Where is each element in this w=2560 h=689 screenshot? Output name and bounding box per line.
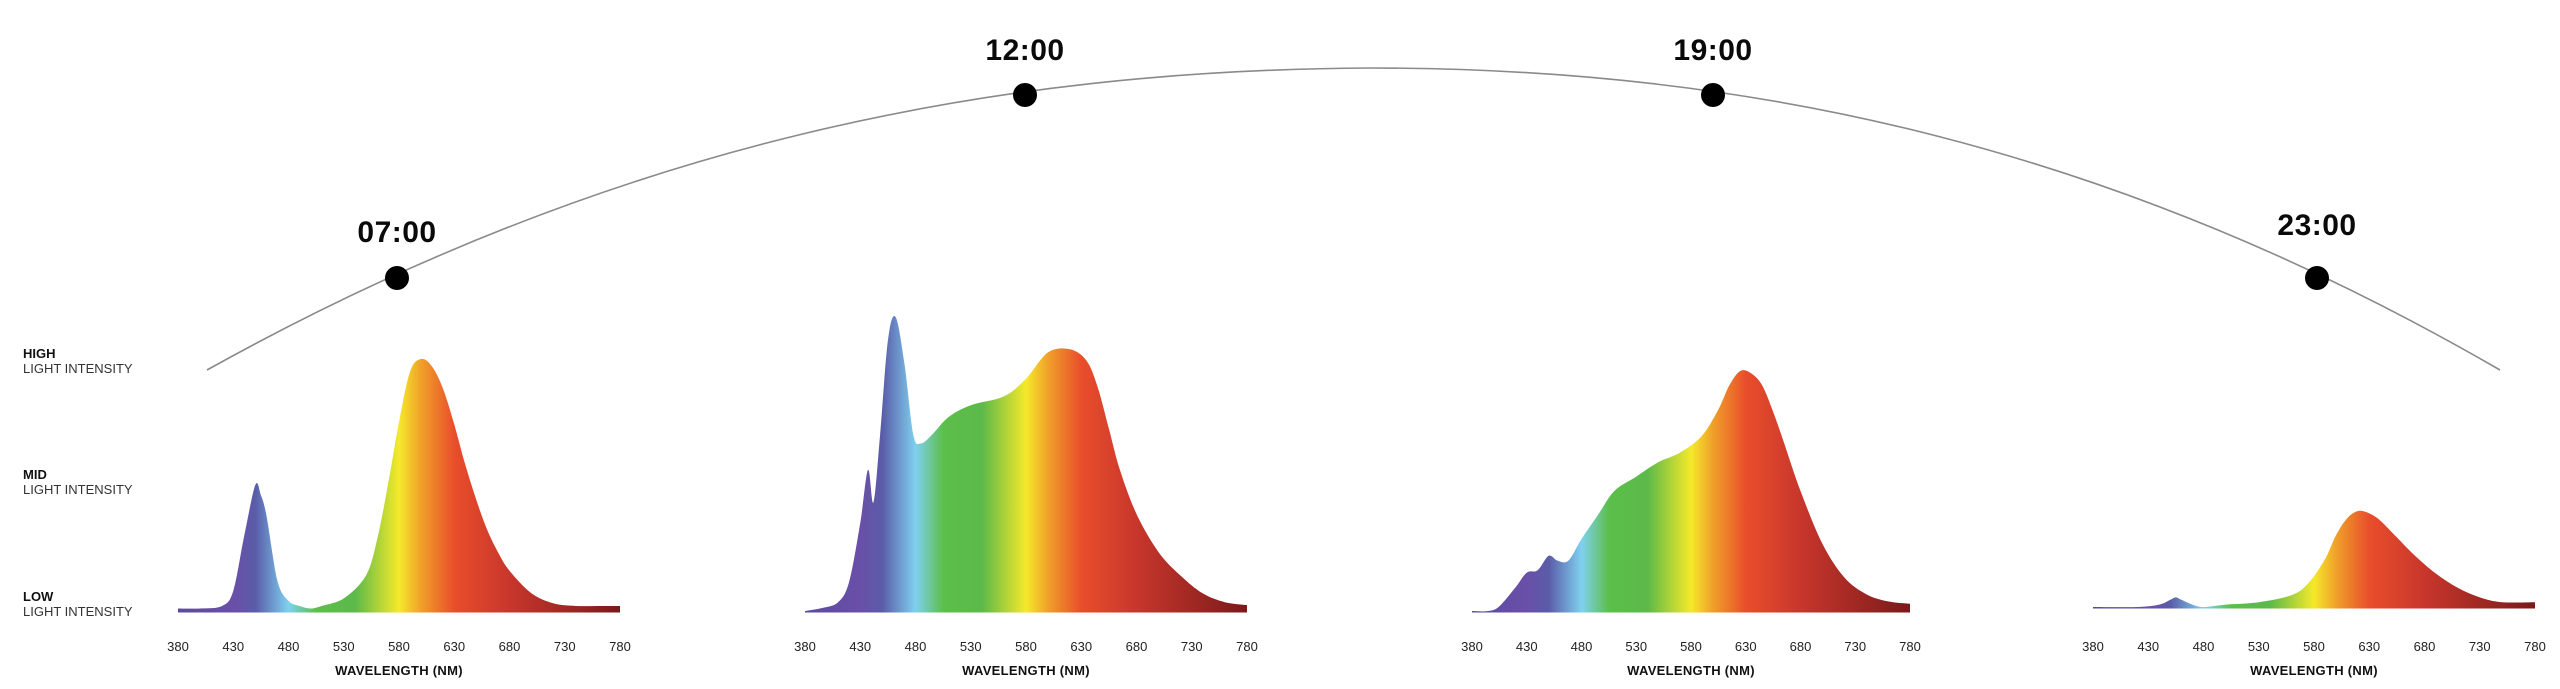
spectrum-area-0700 [178,358,620,613]
x-tick-label: 480 [2192,639,2215,654]
x-tick-label: 630 [2358,639,2381,654]
x-tick-label: 730 [1844,639,1867,654]
x-axis-title: WAVELENGTH (NM) [2250,663,2378,678]
x-tick-label: 430 [1515,639,1538,654]
intensity-level: HIGH [23,346,56,361]
intensity-label-high: HIGH LIGHT INTENSITY [23,346,133,376]
intensity-label-mid: MID LIGHT INTENSITY [23,467,133,497]
spectrum-area-1200 [805,316,1247,613]
x-tick-label: 680 [2413,639,2436,654]
x-tick-label: 530 [959,639,982,654]
time-marker-dot [1701,83,1725,107]
time-label-2300: 23:00 [2277,209,2357,242]
x-tick-label: 530 [1625,639,1648,654]
x-tick-label: 480 [1570,639,1593,654]
x-tick-label: 730 [553,639,576,654]
x-tick-label: 430 [222,639,245,654]
x-tick-label: 780 [1236,639,1258,654]
intensity-sub: LIGHT INTENSITY [23,361,133,376]
time-label-1200: 12:00 [985,34,1065,67]
time-marker-dot [2305,266,2329,290]
x-tick-label: 580 [2303,639,2325,654]
x-tick-label: 380 [794,639,816,654]
spectrum-area-2300 [2093,510,2535,609]
x-tick-label: 630 [1734,639,1757,654]
intensity-level: MID [23,467,47,482]
time-label-0700: 07:00 [357,216,437,249]
x-axis-title: WAVELENGTH (NM) [335,663,463,678]
x-tick-label: 630 [443,639,466,654]
x-tick-label: 580 [388,639,410,654]
x-tick-label: 630 [1070,639,1093,654]
x-tick-label: 430 [849,639,872,654]
x-tick-label: 530 [2247,639,2270,654]
x-tick-label: 380 [167,639,189,654]
intensity-sub: LIGHT INTENSITY [23,604,133,619]
x-tick-label: 380 [2082,639,2104,654]
x-tick-label: 530 [332,639,355,654]
time-marker-dot [385,266,409,290]
x-tick-label: 730 [2468,639,2491,654]
day-arc-line [206,67,2501,371]
x-tick-label: 780 [1899,639,1921,654]
x-tick-label: 680 [1789,639,1812,654]
intensity-label-low: LOW LIGHT INTENSITY [23,589,133,619]
intensity-level: LOW [23,589,54,604]
x-tick-label: 430 [2137,639,2160,654]
time-label-1900: 19:00 [1673,34,1753,67]
spectrum-area-1900 [1472,370,1910,613]
x-axis-title: WAVELENGTH (NM) [1627,663,1755,678]
x-tick-label: 780 [2524,639,2546,654]
x-tick-label: 680 [498,639,521,654]
x-tick-label: 730 [1180,639,1203,654]
x-tick-label: 780 [609,639,631,654]
intensity-sub: LIGHT INTENSITY [23,482,133,497]
time-marker-dot [1013,83,1037,107]
x-tick-label: 380 [1461,639,1483,654]
x-tick-label: 580 [1015,639,1037,654]
x-tick-label: 680 [1125,639,1148,654]
x-tick-label: 480 [904,639,927,654]
x-tick-label: 580 [1680,639,1702,654]
x-axis-title: WAVELENGTH (NM) [962,663,1090,678]
x-tick-label: 480 [277,639,300,654]
